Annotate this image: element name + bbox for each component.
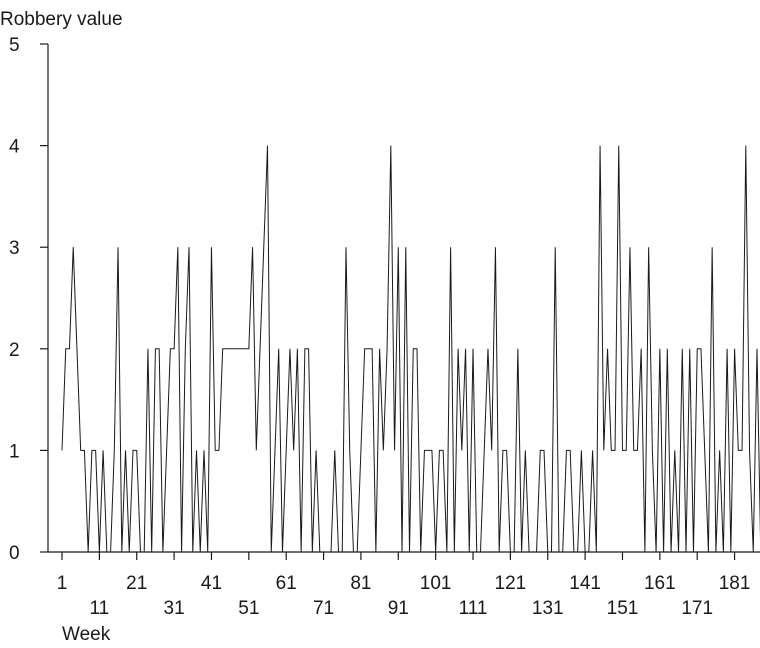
x-axis-label: Week xyxy=(62,624,111,645)
x-tick-label-upper: 141 xyxy=(569,573,601,594)
y-tick-label: 4 xyxy=(9,137,20,158)
x-tick-label-lower: 31 xyxy=(164,598,185,619)
x-tick-label-lower: 171 xyxy=(681,598,713,619)
x-tick-label-lower: 151 xyxy=(607,598,639,619)
x-tick-label-upper: 41 xyxy=(201,573,222,594)
x-tick-label-lower: 91 xyxy=(388,598,409,619)
x-tick-label-lower: 51 xyxy=(238,598,259,619)
x-tick-label-upper: 1 xyxy=(57,573,68,594)
x-tick-label-upper: 161 xyxy=(644,573,676,594)
x-tick-label-lower: 131 xyxy=(532,598,564,619)
x-tick-label-lower: 71 xyxy=(313,598,334,619)
x-tick-label-upper: 181 xyxy=(719,573,751,594)
y-tick-label: 1 xyxy=(9,441,20,462)
y-axis-label: Robbery value xyxy=(0,9,123,30)
y-tick-label: 5 xyxy=(9,35,20,56)
y-ticks: 0 1 2 3 4 5 xyxy=(9,35,48,564)
x-tick-label-upper: 81 xyxy=(350,573,371,594)
y-tick-label: 2 xyxy=(9,340,20,361)
x-tick-label-upper: 21 xyxy=(126,573,147,594)
series-line xyxy=(61,145,760,553)
x-tick-label-upper: 121 xyxy=(495,573,527,594)
x-tick-label-lower: 111 xyxy=(459,598,488,619)
x-tick-label-upper: 101 xyxy=(420,573,452,594)
y-tick-label: 0 xyxy=(9,543,20,564)
x-tick-label-upper: 61 xyxy=(276,573,297,594)
y-tick-label: 3 xyxy=(9,238,20,259)
x-tick-label-lower: 11 xyxy=(89,598,109,619)
